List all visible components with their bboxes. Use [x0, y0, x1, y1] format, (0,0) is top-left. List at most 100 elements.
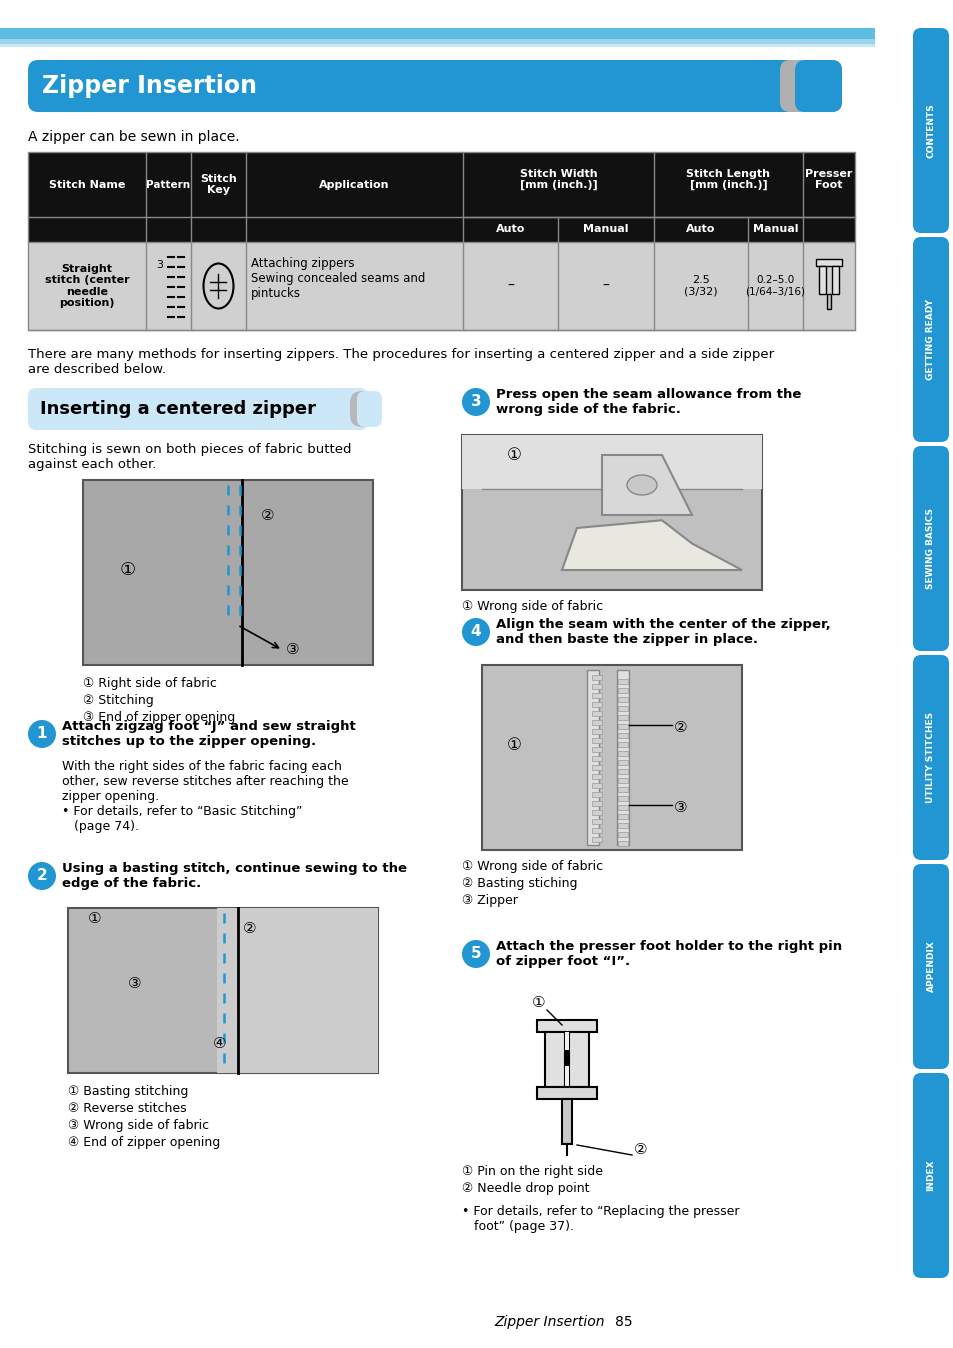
Bar	[537, 1020, 597, 1033]
FancyBboxPatch shape	[28, 61, 807, 112]
Text: Stitch
Key: Stitch Key	[200, 174, 236, 195]
Bar	[592, 837, 601, 842]
Text: UTILITY STITCHES: UTILITY STITCHES	[925, 712, 935, 803]
Bar	[592, 693, 601, 698]
Circle shape	[28, 861, 56, 890]
Bar	[568, 1033, 588, 1086]
Text: ① Right side of fabric: ① Right side of fabric	[83, 677, 216, 690]
Bar	[818, 266, 825, 294]
Text: Presser
Foot: Presser Foot	[804, 168, 852, 190]
Text: 3: 3	[156, 260, 163, 270]
Bar	[0, 28, 874, 39]
Text: ② Reverse stitches: ② Reverse stitches	[68, 1103, 187, 1115]
FancyBboxPatch shape	[28, 388, 368, 430]
Text: ②: ②	[243, 921, 256, 936]
Text: SEWING BASICS: SEWING BASICS	[925, 508, 935, 589]
Bar	[618, 679, 627, 683]
FancyBboxPatch shape	[912, 655, 948, 860]
Text: Press open the seam allowance from the
wrong side of the fabric.: Press open the seam allowance from the w…	[496, 388, 801, 417]
Text: ① Basting stitching: ① Basting stitching	[68, 1085, 188, 1099]
Text: Manual: Manual	[752, 225, 798, 235]
Bar	[592, 756, 601, 762]
Polygon shape	[561, 520, 741, 570]
Text: Stitching is sewn on both pieces of fabric butted
against each other.: Stitching is sewn on both pieces of fabr…	[28, 443, 351, 470]
Bar	[28, 152, 854, 243]
Bar	[28, 243, 854, 330]
Bar	[544, 1033, 564, 1086]
Bar	[592, 820, 601, 824]
Bar	[618, 751, 627, 756]
Text: ① Pin on the right side: ① Pin on the right side	[461, 1165, 602, 1178]
Bar	[618, 841, 627, 847]
FancyBboxPatch shape	[912, 28, 948, 233]
Text: ③: ③	[673, 799, 687, 816]
Bar	[618, 787, 627, 793]
Text: Auto: Auto	[685, 225, 715, 235]
Bar	[28, 152, 854, 330]
Text: ①: ①	[532, 995, 545, 1010]
FancyBboxPatch shape	[794, 61, 841, 112]
Bar	[618, 697, 627, 702]
Text: 5: 5	[470, 946, 481, 961]
Bar	[592, 729, 601, 735]
Text: ①: ①	[506, 736, 521, 754]
Text: ③: ③	[128, 976, 141, 991]
Bar	[618, 805, 627, 810]
Bar	[592, 783, 601, 789]
Bar	[618, 797, 627, 801]
Text: ③: ③	[285, 643, 299, 658]
Text: Attach zigzag foot “J” and sew straight
stitches up to the zipper opening.: Attach zigzag foot “J” and sew straight …	[62, 720, 355, 748]
Bar	[561, 1099, 572, 1144]
FancyBboxPatch shape	[350, 391, 379, 427]
Text: ②: ②	[673, 720, 687, 735]
Text: INDEX: INDEX	[925, 1159, 935, 1192]
Bar	[481, 665, 741, 851]
Text: 3: 3	[470, 395, 481, 410]
Text: ② Needle drop point: ② Needle drop point	[461, 1182, 589, 1194]
Text: There are many methods for inserting zippers. The procedures for inserting a cen: There are many methods for inserting zip…	[28, 348, 773, 376]
Bar	[592, 737, 601, 743]
Bar	[618, 741, 627, 747]
Text: Auto: Auto	[496, 225, 525, 235]
Text: ②: ②	[260, 507, 274, 523]
Bar	[68, 909, 377, 1073]
Text: ② Basting stiching: ② Basting stiching	[461, 878, 577, 890]
FancyBboxPatch shape	[780, 61, 841, 112]
Text: Manual: Manual	[582, 225, 628, 235]
Bar	[592, 793, 601, 797]
Text: Attach the presser foot holder to the right pin
of zipper foot “I”.: Attach the presser foot holder to the ri…	[496, 940, 841, 968]
Text: Using a basting stitch, continue sewing to the
edge of the fabric.: Using a basting stitch, continue sewing …	[62, 861, 407, 890]
Bar	[0, 39, 874, 44]
Text: GETTING READY: GETTING READY	[925, 299, 935, 380]
Text: 85: 85	[615, 1316, 632, 1329]
Text: • For details, refer to “Replacing the presser
   foot” (page 37).: • For details, refer to “Replacing the p…	[461, 1205, 739, 1233]
Text: ① Wrong side of fabric: ① Wrong side of fabric	[461, 860, 602, 874]
Text: ② Stitching: ② Stitching	[83, 694, 153, 706]
Bar	[586, 670, 598, 845]
Text: Pattern: Pattern	[146, 179, 191, 190]
Bar	[618, 832, 627, 837]
Text: Stitch Width
[mm (inch.)]: Stitch Width [mm (inch.)]	[519, 168, 597, 190]
Text: ④: ④	[213, 1037, 227, 1051]
Ellipse shape	[626, 474, 657, 495]
Text: I: I	[562, 1050, 571, 1070]
FancyBboxPatch shape	[356, 391, 381, 427]
FancyBboxPatch shape	[912, 237, 948, 442]
Text: Application: Application	[319, 179, 390, 190]
Text: 2.5
(3/32): 2.5 (3/32)	[683, 275, 717, 297]
Bar	[592, 675, 601, 679]
FancyBboxPatch shape	[912, 446, 948, 651]
Text: Align the seam with the center of the zipper,
and then baste the zipper in place: Align the seam with the center of the zi…	[496, 617, 830, 646]
Bar	[564, 1033, 568, 1086]
Bar	[826, 294, 830, 309]
Bar	[461, 435, 761, 590]
Bar	[592, 766, 601, 770]
Bar	[618, 778, 627, 783]
Bar	[537, 1086, 597, 1099]
Text: ①: ①	[88, 911, 102, 926]
Text: ②: ②	[634, 1143, 647, 1158]
Text: CONTENTS: CONTENTS	[925, 104, 935, 158]
Bar	[216, 909, 377, 1073]
Bar	[815, 259, 841, 266]
Text: Inserting a centered zipper: Inserting a centered zipper	[40, 400, 315, 418]
